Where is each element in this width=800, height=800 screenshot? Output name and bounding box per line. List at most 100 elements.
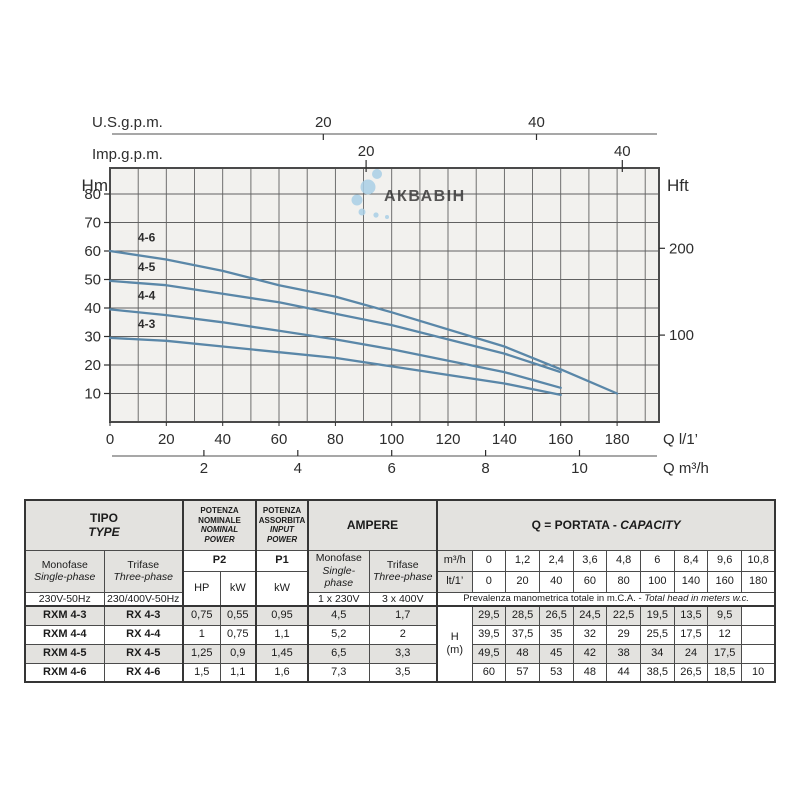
input-power-line: INPUT [270,525,295,535]
head-value: 24,5 [572,605,608,626]
amp-tri-value: 1,7 [368,605,438,626]
watermark-bubble-icon [385,215,389,219]
head-value: 17,5 [673,624,709,645]
left-axis-tick-label: 50 [84,272,101,289]
header-ampere: AMPERE [307,499,438,551]
head-value: 29 [606,624,641,645]
imp-gpm-tick-label: 40 [614,143,631,160]
header-portata-capacity: Q = PORTATA - CAPACITY [436,499,776,551]
left-axis-label: Hm [82,176,108,195]
header-kw-p2: kW [219,570,257,607]
model-trifase: RX 4-6 [103,662,184,683]
header-tri-voltage: 230/400V-50Hz [103,591,184,607]
table-row: RXM 4-3 RX 4-3 0,75 0,55 0,95 4,5 1,7 H … [24,605,776,683]
q-lmin-tick-label: 120 [435,431,460,448]
head-value: 26,5 [673,662,709,683]
single-phase-label: Single-phase [322,564,356,590]
watermark-bubble-icon [358,208,366,216]
watermark-bubble-icon [372,169,382,179]
head-value: 48 [572,662,608,683]
p1-value: 1,6 [255,662,309,683]
left-axis-tick-label: 70 [84,215,101,232]
head-value: 39,5 [471,624,507,645]
plot-background [110,168,659,422]
head-value: 13,5 [673,605,709,626]
potenza-assorbita-line: POTENZA [262,506,302,516]
lt-value: 20 [505,570,540,593]
h-unit: (m) [446,644,464,656]
left-axis-tick-label: 30 [84,329,101,346]
m3h-value: 0 [471,549,507,572]
trifase-label: Trifase [386,558,419,571]
amp-mono-value: 4,5 [307,605,370,626]
kw-value: 1,1 [219,662,257,683]
head-value-empty [741,643,776,664]
header-m3h-label: m³/h [436,549,473,572]
right-axis-label: Hft [667,176,689,195]
q-lmin-tick-label: 140 [492,431,517,448]
prevalenza-label: Prevalenza manometrica totale in m.C.A. … [463,593,645,605]
p1-value: 1,45 [255,643,309,664]
head-value: 45 [538,643,574,664]
curve-label-4-4: 4-4 [138,289,156,303]
lt-value: 0 [471,570,507,593]
curve-label-4-6: 4-6 [138,230,156,244]
hp-value: 1,25 [182,643,221,664]
header-prevalenza: Prevalenza manometrica totale in m.C.A. … [436,591,776,607]
model-monofase: RXM 4-4 [24,624,105,645]
left-axis-tick-label: 60 [84,243,101,260]
m3h-value: 10,8 [741,549,776,572]
amp-tri-value: 3,5 [368,662,438,683]
q-lmin-tick-label: 80 [327,431,344,448]
imp-gpm-tick-label: 20 [358,143,375,160]
us-gpm-tick-label: 40 [528,114,545,131]
amp-tri-value: 3,3 [368,643,438,664]
header-amp-tri-voltage: 3 x 400V [368,591,438,607]
head-value: 60 [471,662,507,683]
head-value: 32 [572,624,608,645]
q-m3h-axis-label: Q m³/h [663,460,709,477]
head-value: 53 [538,662,574,683]
right-axis-tick-label: 100 [669,327,694,344]
header-ampere-trifase: Trifase Three-phase [368,549,438,593]
lt-value: 40 [538,570,574,593]
head-value-empty [741,605,776,626]
header-kw-p1: kW [255,570,309,607]
head-value: 26,5 [538,605,574,626]
table-subheader-row-1: Monofase Single-phase Trifase Three-phas… [24,549,776,593]
curve-4-6 [108,249,619,395]
table-subheader-row-2: HP kW kW lt/1’ 0 20 40 60 80 100 140 160… [25,570,776,607]
lt-value: 140 [673,570,709,593]
q-m3h-tick-label: 10 [571,460,588,477]
us-gpm-tick-label: 20 [315,114,332,131]
h-m-unit-cell: H (m) [436,605,473,683]
head-value: 29,5 [471,605,507,626]
potenza-nominale-line: POTENZA [200,506,239,516]
lt-value: 180 [741,570,776,593]
header-mono-voltage: 230V-50Hz [24,591,105,607]
watermark-text: АКВАВІН [384,188,466,205]
head-value: 35 [538,624,574,645]
potenza-nominale-line: NOMINALE [198,515,241,525]
curve-4-4 [108,308,562,389]
q-lmin-axis-label: Q l/1’ [663,431,698,448]
m3h-value: 2,4 [538,549,574,572]
head-value: 57 [505,662,540,683]
head-value: 34 [639,643,675,664]
monofase-label: Monofase [41,558,88,571]
right-axis-tick-label: 200 [669,240,694,257]
monofase-label: Monofase [315,552,362,565]
head-value: 25,5 [639,624,675,645]
type-label: TYPE [88,525,120,540]
amp-mono-value: 7,3 [307,662,370,683]
head-value-empty [741,624,776,645]
head-value: 44 [606,662,641,683]
table-header-group-row: TIPO TYPE POTENZA NOMINALE NOMINAL POWER… [24,499,776,551]
table-row: RXM 4-5 RX 4-5 1,25 0,9 1,45 6,5 3,3 49,… [24,643,776,664]
q-lmin-tick-label: 20 [158,431,175,448]
potenza-assorbita-line: ASSORBITA [258,515,306,525]
curve-4-3 [108,336,562,397]
lt-value: 60 [572,570,608,593]
